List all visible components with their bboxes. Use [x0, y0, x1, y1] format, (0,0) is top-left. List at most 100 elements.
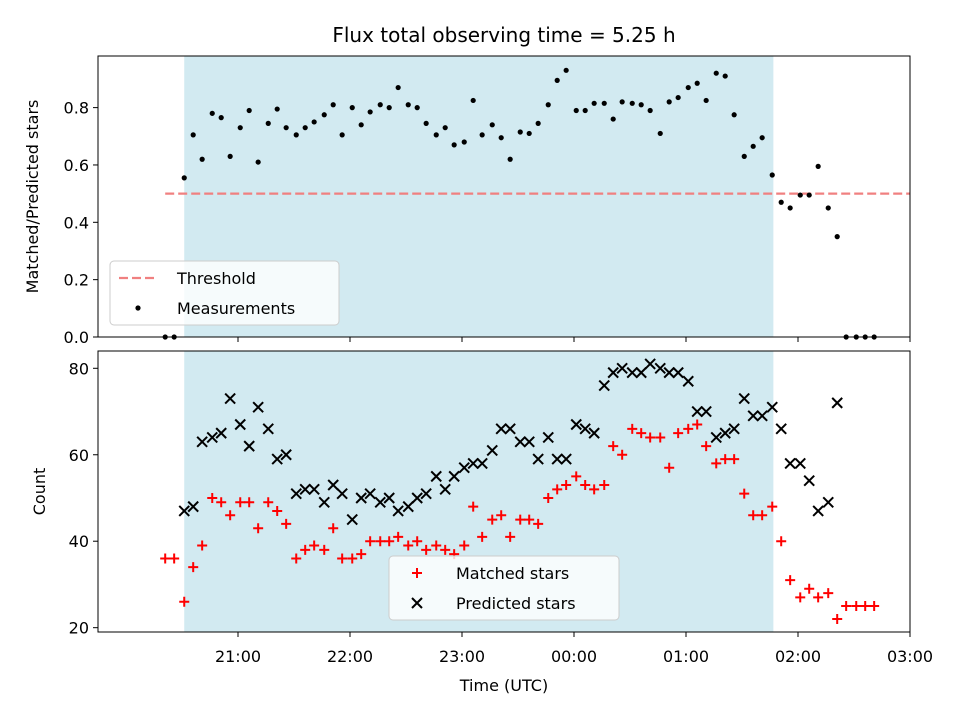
predicted-star-point	[420, 487, 432, 500]
matched-star-point	[757, 510, 768, 521]
measurement-point	[414, 105, 420, 111]
predicted-star-point	[224, 392, 236, 405]
predicted-star-point	[383, 492, 395, 504]
matched-star-point	[533, 518, 544, 529]
predicted-star-point	[570, 418, 582, 431]
measurement-point	[209, 110, 215, 116]
matched-star-point	[636, 428, 647, 439]
predicted-star-point	[364, 487, 376, 500]
predicted-star-point	[234, 418, 246, 431]
predicted-star-point	[196, 436, 208, 448]
predicted-star-point	[738, 392, 750, 405]
y-tick-label-bottom: 60	[69, 446, 89, 465]
measurement-point	[265, 120, 271, 126]
matched-star-point	[645, 432, 656, 443]
measurement-point	[759, 135, 765, 141]
predicted-star-point	[551, 453, 563, 465]
matched-star-point	[272, 505, 283, 516]
legend-box	[388, 555, 620, 621]
matched-star-point	[403, 540, 414, 551]
measurement-point	[433, 132, 439, 138]
predicted-star-point	[392, 505, 404, 517]
predicted-star-point	[672, 366, 684, 379]
matched-star-point	[543, 492, 554, 503]
matched-star-point	[729, 454, 740, 465]
measurement-point	[703, 97, 709, 104]
predicted-star-point	[803, 474, 815, 487]
matched-star-point	[748, 510, 759, 521]
measurement-point	[330, 102, 336, 108]
legend-label: Measurements	[177, 299, 295, 318]
matched-star-point	[515, 514, 526, 525]
measurement-point	[657, 130, 663, 137]
predicted-star-point	[252, 401, 264, 413]
matched-star-point	[328, 523, 339, 534]
measurement-point	[825, 205, 831, 211]
predicted-star-point	[560, 453, 572, 465]
matched-star-point	[505, 531, 516, 542]
predicted-star-point	[588, 427, 600, 439]
measurement-point	[806, 192, 812, 198]
predicted-star-point	[439, 483, 451, 496]
matched-star-point	[571, 471, 582, 482]
matched-star-point	[701, 441, 712, 452]
matched-star-point	[281, 518, 292, 529]
measurement-point	[451, 142, 457, 148]
matched-star-point	[197, 540, 208, 551]
matched-star-point	[599, 480, 610, 491]
legend-matched-swatch	[412, 568, 422, 578]
legend-label: Predicted stars	[456, 594, 576, 613]
predicted-star-point	[262, 423, 274, 435]
x-tick-label: 00:00	[551, 647, 597, 666]
measurement-point	[545, 102, 551, 108]
matched-star-point	[412, 536, 423, 547]
y-tick-label-bottom: 20	[69, 619, 89, 638]
predicted-star-point	[784, 457, 796, 470]
measurement-point	[255, 159, 261, 165]
measurement-point	[619, 99, 625, 105]
matched-star-point	[823, 588, 834, 599]
matched-star-point	[468, 501, 479, 512]
matched-star-point	[459, 540, 470, 551]
measurement-point	[797, 192, 803, 198]
y-tick-label-top: 0.6	[64, 156, 89, 175]
predicted-star-point	[579, 423, 591, 435]
measurement-point	[675, 94, 681, 101]
predicted-star-point	[336, 487, 348, 500]
predicted-star-point	[766, 401, 778, 413]
measurement-point	[591, 100, 597, 106]
predicted-star-point	[616, 362, 628, 374]
measurement-point	[834, 234, 840, 240]
measurement-point	[526, 130, 532, 137]
legend-label: Matched stars	[456, 564, 569, 583]
matched-star-point	[319, 544, 330, 555]
matched-star-point	[207, 492, 218, 503]
measurement-point	[395, 84, 401, 91]
predicted-star-point	[756, 410, 768, 422]
predicted-star-point	[271, 453, 283, 465]
predicted-star-point	[178, 505, 190, 517]
matched-star-point	[580, 480, 591, 491]
measurement-point	[274, 106, 280, 112]
measurement-point	[358, 122, 364, 128]
matched-star-point	[785, 575, 796, 586]
measurement-point	[629, 100, 635, 106]
matched-star-point	[860, 601, 871, 612]
measurement-point	[666, 99, 672, 105]
measurement-point	[237, 125, 243, 131]
measurement-point	[227, 153, 233, 159]
matched-star-point	[776, 536, 787, 547]
predicted-star-point	[290, 487, 302, 500]
measurement-point	[479, 132, 485, 138]
measurement-point	[190, 132, 196, 138]
matched-star-point	[235, 497, 246, 508]
measurement-point	[554, 77, 560, 83]
measurement-point	[517, 129, 523, 135]
y-axis-label-bottom: Count	[30, 468, 49, 516]
matched-star-point	[300, 544, 311, 555]
y-tick-label-top: 0.2	[64, 271, 89, 290]
predicted-star-point	[775, 423, 787, 435]
matched-star-point	[524, 514, 535, 525]
predicted-star-point	[812, 505, 824, 517]
